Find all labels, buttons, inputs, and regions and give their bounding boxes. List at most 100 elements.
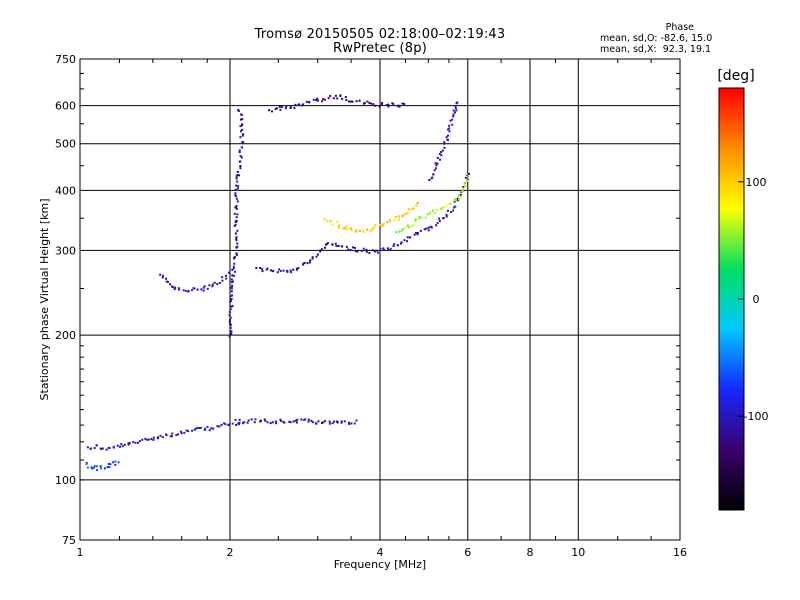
data-point xyxy=(319,249,322,252)
data-point xyxy=(234,223,237,226)
data-point xyxy=(341,245,344,248)
data-point xyxy=(369,102,372,105)
data-point xyxy=(435,209,438,212)
data-point xyxy=(426,213,429,216)
data-point xyxy=(355,419,358,422)
data-point xyxy=(386,247,389,250)
data-point xyxy=(274,108,277,110)
data-point xyxy=(278,105,281,108)
data-point xyxy=(216,283,219,286)
data-point xyxy=(445,214,448,216)
data-point xyxy=(235,205,238,207)
data-point xyxy=(320,248,323,251)
data-point xyxy=(322,421,325,424)
data-point xyxy=(411,207,414,210)
data-point xyxy=(264,419,267,422)
data-point xyxy=(419,229,422,232)
data-point xyxy=(397,215,400,218)
data-point xyxy=(246,421,249,424)
data-point xyxy=(183,431,186,434)
colorbar-tick-label: 100 xyxy=(746,176,767,189)
data-point xyxy=(454,205,457,208)
data-point xyxy=(429,225,432,228)
data-point xyxy=(438,220,441,223)
data-point xyxy=(461,190,464,193)
data-point xyxy=(360,250,363,252)
data-point xyxy=(408,208,411,211)
data-point xyxy=(429,212,431,214)
data-point xyxy=(412,224,415,226)
data-point xyxy=(229,319,231,322)
data-point xyxy=(468,172,470,175)
data-point xyxy=(396,104,399,107)
data-point xyxy=(134,441,137,444)
data-point xyxy=(365,250,368,253)
data-point xyxy=(285,105,288,108)
data-point xyxy=(352,246,354,249)
data-point xyxy=(112,445,115,448)
data-point xyxy=(128,442,131,445)
data-point xyxy=(292,268,295,271)
data-point xyxy=(182,289,185,292)
data-point xyxy=(347,100,350,103)
data-point xyxy=(420,216,423,219)
data-point xyxy=(340,420,343,423)
data-point xyxy=(351,100,354,103)
data-point xyxy=(114,463,117,466)
data-point xyxy=(315,99,318,102)
data-point xyxy=(350,422,353,425)
data-point xyxy=(392,245,395,247)
data-point xyxy=(395,231,398,234)
data-point xyxy=(211,283,214,286)
data-point xyxy=(345,225,348,228)
data-point xyxy=(238,149,241,152)
data-point xyxy=(240,130,242,133)
data-point xyxy=(234,206,237,209)
data-point xyxy=(237,110,240,112)
data-point xyxy=(123,443,126,446)
data-point xyxy=(233,262,236,265)
data-point xyxy=(446,205,449,207)
data-point xyxy=(339,94,342,97)
data-point xyxy=(382,247,385,250)
data-point xyxy=(349,227,352,230)
data-point xyxy=(191,289,193,292)
data-point xyxy=(452,109,455,112)
data-point xyxy=(152,436,155,439)
data-point xyxy=(462,186,465,189)
data-point xyxy=(464,176,467,179)
data-point xyxy=(430,226,433,229)
data-point xyxy=(456,197,459,200)
data-point xyxy=(178,288,181,291)
data-point xyxy=(393,218,396,221)
series-trace xyxy=(85,460,120,471)
data-point xyxy=(162,274,165,277)
data-point xyxy=(358,230,361,232)
data-point xyxy=(204,427,207,430)
data-point xyxy=(212,427,215,430)
data-point xyxy=(416,232,419,235)
data-point xyxy=(282,269,285,272)
data-point xyxy=(236,253,238,256)
data-point xyxy=(436,156,439,159)
data-point xyxy=(371,249,374,252)
data-point xyxy=(424,216,427,219)
data-point xyxy=(354,230,357,233)
data-point xyxy=(280,105,283,108)
x-tick-label: 2 xyxy=(227,546,234,559)
data-point xyxy=(175,434,178,436)
data-point xyxy=(335,245,338,247)
data-point xyxy=(232,274,235,277)
x-tick-label: 6 xyxy=(464,546,471,559)
data-point xyxy=(306,262,309,265)
data-point xyxy=(400,242,402,245)
phase-stats-x-mode: mean, sd,X: 92.3, 19.1 xyxy=(600,44,712,55)
data-point xyxy=(374,224,377,226)
data-point xyxy=(100,467,103,470)
data-point xyxy=(378,105,381,108)
data-point xyxy=(368,252,371,254)
data-point xyxy=(152,438,155,441)
data-point xyxy=(165,280,168,283)
data-point xyxy=(278,268,281,271)
data-point xyxy=(243,421,246,424)
